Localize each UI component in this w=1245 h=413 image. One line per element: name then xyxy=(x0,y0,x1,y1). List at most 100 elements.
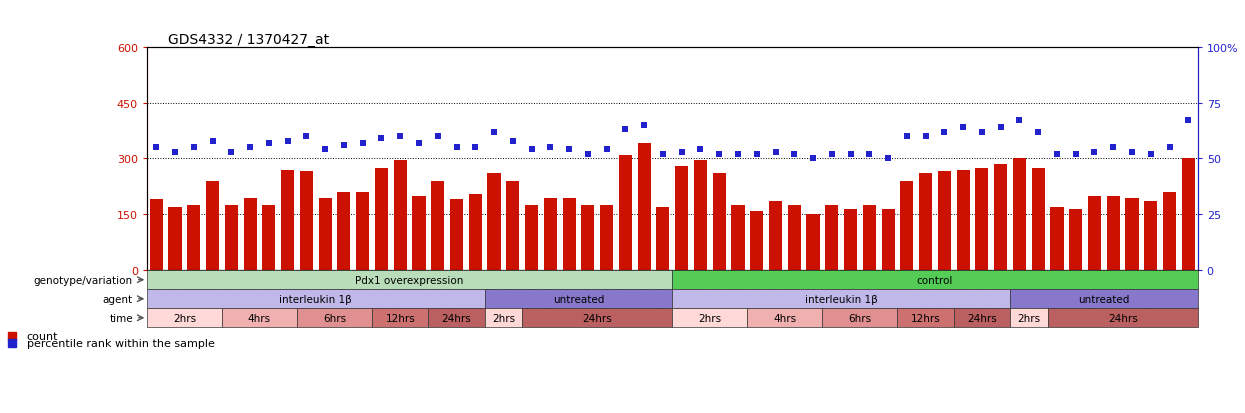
Text: 4hrs: 4hrs xyxy=(773,313,797,323)
Point xyxy=(315,147,335,153)
Point xyxy=(672,149,692,156)
Text: 6hrs: 6hrs xyxy=(848,313,871,323)
Bar xyxy=(656,207,670,271)
Bar xyxy=(319,198,331,271)
Bar xyxy=(412,196,426,271)
Point xyxy=(503,138,523,145)
Point xyxy=(896,133,916,140)
Point xyxy=(1178,118,1198,124)
Bar xyxy=(1125,198,1139,271)
Bar xyxy=(937,172,951,271)
Bar xyxy=(1051,207,1063,271)
Point xyxy=(840,151,860,158)
Point xyxy=(859,151,879,158)
Bar xyxy=(149,200,163,271)
Point xyxy=(447,145,467,151)
Bar xyxy=(244,198,256,271)
Point xyxy=(1047,151,1067,158)
Bar xyxy=(637,144,651,271)
Point xyxy=(222,149,242,156)
Point xyxy=(784,151,804,158)
Point xyxy=(522,147,542,153)
Point xyxy=(878,156,898,162)
Bar xyxy=(1032,169,1045,271)
Point xyxy=(296,133,316,140)
Point xyxy=(935,129,955,135)
Point xyxy=(615,127,635,133)
Point xyxy=(915,133,935,140)
Bar xyxy=(563,198,575,271)
Text: percentile rank within the sample: percentile rank within the sample xyxy=(27,339,214,349)
Bar xyxy=(488,174,500,271)
Bar xyxy=(263,206,275,271)
Bar xyxy=(693,161,707,271)
Point xyxy=(1159,145,1179,151)
Text: untreated: untreated xyxy=(1078,294,1129,304)
Text: 24hrs: 24hrs xyxy=(967,313,997,323)
Bar xyxy=(807,215,819,271)
Bar xyxy=(956,170,970,271)
Text: 24hrs: 24hrs xyxy=(442,313,472,323)
Point xyxy=(540,145,560,151)
Point xyxy=(747,151,767,158)
Point xyxy=(578,151,598,158)
Text: 4hrs: 4hrs xyxy=(248,313,271,323)
Bar xyxy=(393,161,407,271)
Bar xyxy=(751,211,763,271)
Point xyxy=(147,145,167,151)
Point xyxy=(240,145,260,151)
Bar xyxy=(300,172,312,271)
Text: 24hrs: 24hrs xyxy=(1108,313,1138,323)
Bar xyxy=(581,206,594,271)
Bar xyxy=(1163,192,1177,271)
Point xyxy=(390,133,410,140)
Point xyxy=(166,149,186,156)
Text: 2hrs: 2hrs xyxy=(1017,313,1041,323)
Bar xyxy=(1144,202,1158,271)
Bar xyxy=(788,206,801,271)
Text: genotype/variation: genotype/variation xyxy=(34,275,133,285)
Bar xyxy=(994,165,1007,271)
Text: count: count xyxy=(27,331,59,341)
Bar xyxy=(919,174,933,271)
Point xyxy=(428,133,448,140)
Text: 2hrs: 2hrs xyxy=(492,313,515,323)
Point xyxy=(352,140,372,147)
Bar xyxy=(600,206,614,271)
Bar xyxy=(337,192,351,271)
Point xyxy=(334,142,354,149)
Text: 12hrs: 12hrs xyxy=(386,313,415,323)
Text: interleukin 1β: interleukin 1β xyxy=(279,294,352,304)
Bar xyxy=(675,166,688,271)
Point xyxy=(1103,145,1123,151)
Bar xyxy=(844,209,857,271)
Text: 6hrs: 6hrs xyxy=(322,313,346,323)
Point xyxy=(371,135,391,142)
Point xyxy=(203,138,223,145)
Text: Pdx1 overexpression: Pdx1 overexpression xyxy=(355,275,464,285)
Point xyxy=(1122,149,1142,156)
Point xyxy=(484,129,504,135)
Point xyxy=(466,145,486,151)
Point xyxy=(652,151,672,158)
Bar xyxy=(825,206,838,271)
Bar xyxy=(769,202,782,271)
Point xyxy=(766,149,786,156)
Point xyxy=(410,140,430,147)
Point xyxy=(278,138,298,145)
Point xyxy=(559,147,579,153)
Text: 12hrs: 12hrs xyxy=(911,313,940,323)
Bar xyxy=(1069,209,1082,271)
Point xyxy=(803,156,823,162)
Bar xyxy=(1107,196,1119,271)
Bar xyxy=(205,181,219,271)
Text: 24hrs: 24hrs xyxy=(583,313,613,323)
Bar xyxy=(900,181,914,271)
Point xyxy=(1084,149,1104,156)
Text: interleukin 1β: interleukin 1β xyxy=(804,294,878,304)
Point xyxy=(972,129,992,135)
Text: GDS4332 / 1370427_at: GDS4332 / 1370427_at xyxy=(168,33,329,47)
Bar xyxy=(525,206,538,271)
Bar xyxy=(356,192,370,271)
Bar xyxy=(225,206,238,271)
